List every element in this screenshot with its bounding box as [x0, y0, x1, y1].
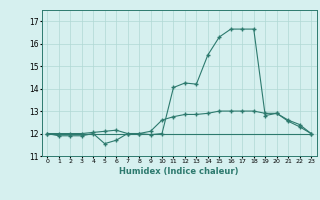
X-axis label: Humidex (Indice chaleur): Humidex (Indice chaleur)	[119, 167, 239, 176]
